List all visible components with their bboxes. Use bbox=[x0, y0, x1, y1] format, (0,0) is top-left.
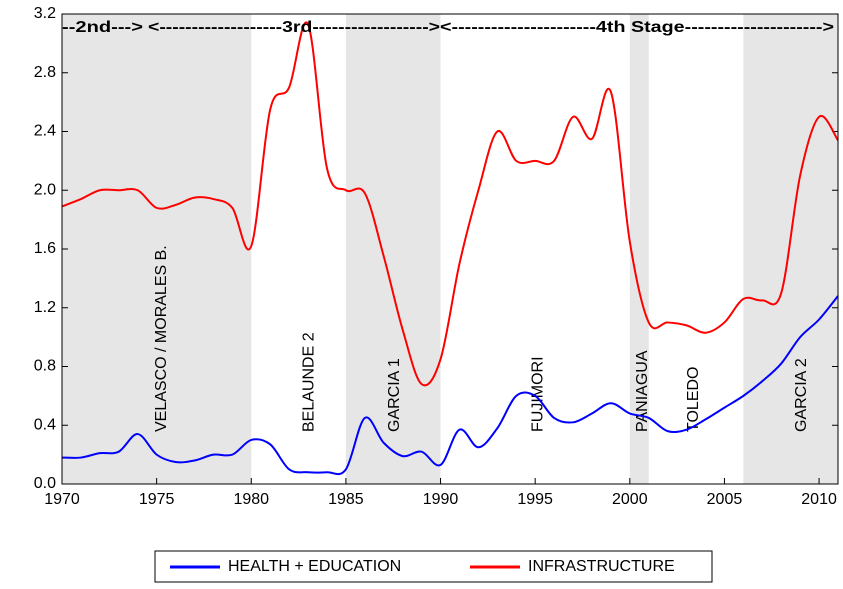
series-line bbox=[61, 21, 839, 387]
region-label: PANIAGUA bbox=[634, 350, 651, 432]
region-label: GARCIA 2 bbox=[793, 358, 810, 432]
y-tick-label: 0.4 bbox=[34, 416, 56, 433]
y-tick-label: 0.0 bbox=[34, 475, 56, 492]
legend-box bbox=[154, 550, 713, 583]
region-label: TOLEDO bbox=[685, 367, 702, 433]
x-tick-label: 1980 bbox=[233, 491, 269, 508]
x-tick-label: 1975 bbox=[139, 491, 175, 508]
stage-label: <----------------------4th Stage--------… bbox=[440, 19, 834, 36]
region-label: BELAUNDE 2 bbox=[301, 332, 318, 432]
y-tick-label: 0.8 bbox=[34, 358, 56, 375]
y-tick-label: 1.2 bbox=[34, 299, 56, 316]
region-label: GARCIA 1 bbox=[386, 358, 403, 432]
plot-frame bbox=[61, 13, 839, 485]
y-tick-label: 2.8 bbox=[34, 64, 56, 81]
stage-label: <-------------------3rd-----------------… bbox=[148, 19, 440, 36]
x-tick-label: 1995 bbox=[517, 491, 553, 508]
y-tick-label: 2.4 bbox=[34, 123, 56, 140]
x-tick-label: 2010 bbox=[801, 491, 837, 508]
legend: HEALTH + EDUCATION INFRASTRUCTURE bbox=[154, 550, 713, 583]
y-tick-label: 2.0 bbox=[34, 181, 56, 198]
x-tick-label: 2005 bbox=[707, 491, 743, 508]
legend-label: INFRASTRUCTURE bbox=[528, 558, 675, 575]
x-tick-label: 1985 bbox=[328, 491, 364, 508]
shaded-period bbox=[62, 14, 252, 484]
x-tick-label: 1990 bbox=[423, 491, 459, 508]
y-tick-label: 1.6 bbox=[34, 240, 56, 257]
shaded-period bbox=[345, 14, 441, 484]
legend-label: HEALTH + EDUCATION bbox=[228, 558, 401, 575]
region-label: VELASCO / MORALES B. bbox=[153, 245, 170, 432]
series-line bbox=[61, 295, 839, 476]
shaded-period bbox=[743, 14, 838, 484]
shaded-regions bbox=[62, 14, 838, 484]
x-tick-label: 2000 bbox=[612, 491, 648, 508]
stage-label: --2nd---> bbox=[62, 19, 143, 36]
x-tick-label: 1970 bbox=[44, 491, 80, 508]
region-label: FUJIMORI bbox=[530, 356, 547, 432]
shaded-period bbox=[629, 14, 649, 484]
y-tick-label: 3.2 bbox=[34, 5, 56, 22]
